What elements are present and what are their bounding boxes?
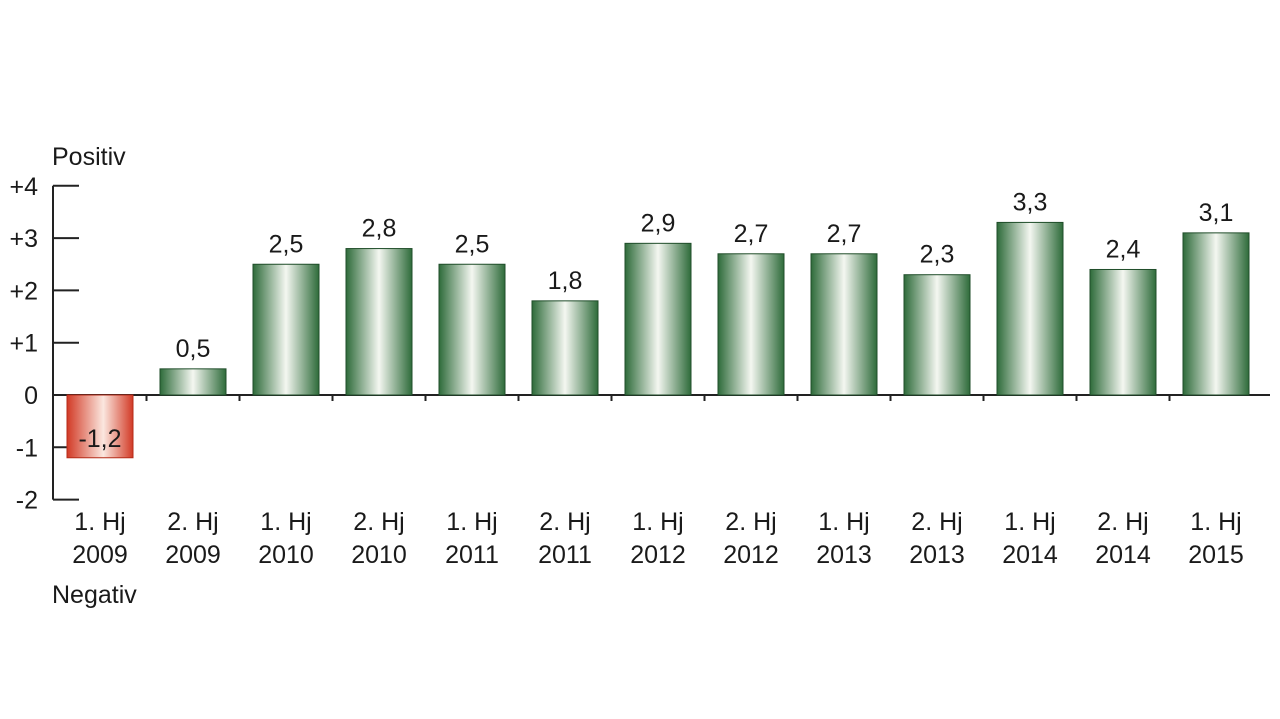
bar bbox=[717, 253, 785, 396]
bar bbox=[531, 300, 599, 396]
bars bbox=[66, 221, 1250, 459]
x-tick-label: 1. Hj bbox=[1190, 508, 1241, 536]
data-label: 2,5 bbox=[455, 230, 490, 258]
x-tick-label: 2. Hj bbox=[539, 508, 590, 536]
bar bbox=[159, 368, 227, 396]
x-tick-label: 2014 bbox=[1002, 541, 1058, 569]
data-label: 2,3 bbox=[920, 241, 955, 269]
data-label: 3,3 bbox=[1013, 188, 1048, 216]
x-tick-label: 2. Hj bbox=[1097, 508, 1148, 536]
x-tick-label: 2010 bbox=[258, 541, 314, 569]
x-tick-label: 2009 bbox=[72, 541, 128, 569]
data-label: 1,8 bbox=[548, 267, 583, 295]
y-label-negativ: Negativ bbox=[52, 581, 137, 609]
data-label: -1,2 bbox=[78, 425, 121, 453]
y-tick-label: +4 bbox=[9, 173, 38, 201]
bar bbox=[903, 274, 971, 396]
y-label-positiv: Positiv bbox=[52, 143, 126, 171]
data-label: 2,9 bbox=[641, 209, 676, 237]
y-tick-label: +2 bbox=[9, 277, 38, 305]
x-tick-label: 2011 bbox=[445, 541, 499, 569]
data-label: 0,5 bbox=[176, 335, 211, 363]
data-label: 2,7 bbox=[827, 220, 862, 248]
bar bbox=[252, 263, 320, 396]
bar bbox=[438, 263, 506, 396]
x-tick-label: 2010 bbox=[351, 541, 407, 569]
y-tick-label: +3 bbox=[9, 225, 38, 253]
bar bbox=[624, 242, 692, 396]
y-tick-label: -2 bbox=[16, 487, 38, 515]
x-tick-label: 2012 bbox=[630, 541, 686, 569]
x-tick-label: 1. Hj bbox=[632, 508, 683, 536]
data-label: 2,4 bbox=[1106, 235, 1141, 263]
y-tick-label: +1 bbox=[9, 330, 38, 358]
x-tick-label: 1. Hj bbox=[1004, 508, 1055, 536]
x-tick-label: 2. Hj bbox=[911, 508, 962, 536]
x-tick-label: 2. Hj bbox=[167, 508, 218, 536]
x-tick-label: 2013 bbox=[909, 541, 965, 569]
bar bbox=[66, 394, 134, 459]
x-tick-label: 2014 bbox=[1095, 541, 1151, 569]
bar bbox=[1089, 268, 1157, 396]
x-tick-label: 2011 bbox=[538, 541, 592, 569]
data-label: 2,7 bbox=[734, 220, 769, 248]
labels: +4 +3 +2 +1 0 -1 -2 Positiv Negativ -1,2 1. Hj 2009… bbox=[9, 143, 1243, 609]
x-tick-label: 2009 bbox=[165, 541, 221, 569]
data-label: 2,5 bbox=[269, 230, 304, 258]
x-tick-label: 1. Hj bbox=[818, 508, 869, 536]
x-tick-label: 1. Hj bbox=[446, 508, 497, 536]
bar bbox=[345, 248, 413, 396]
bar bbox=[996, 221, 1064, 396]
x-tick-label: 1. Hj bbox=[74, 508, 125, 536]
x-tick-label: 2. Hj bbox=[725, 508, 776, 536]
data-label: 2,8 bbox=[362, 215, 397, 243]
x-tick-label: 2015 bbox=[1188, 541, 1244, 569]
y-tick-label: -1 bbox=[16, 434, 38, 462]
bar bbox=[810, 253, 878, 396]
y-tick-label: 0 bbox=[24, 382, 38, 410]
x-tick-label: 2. Hj bbox=[353, 508, 404, 536]
x-tick-label: 2012 bbox=[723, 541, 779, 569]
bar bbox=[1182, 232, 1250, 396]
data-label: 3,1 bbox=[1199, 199, 1234, 227]
x-tick-label: 2013 bbox=[816, 541, 872, 569]
x-tick-label: 1. Hj bbox=[260, 508, 311, 536]
